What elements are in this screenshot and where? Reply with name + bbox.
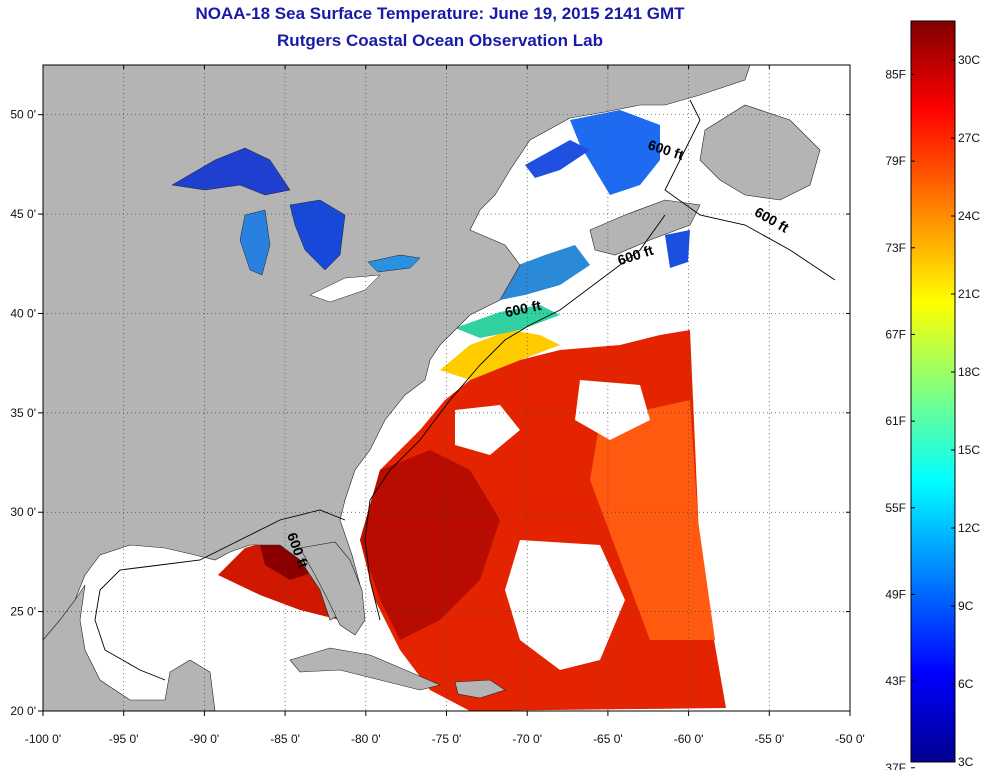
sst-hot-core: [360, 450, 500, 640]
sst-midatlantic: [440, 330, 560, 380]
contour-label-600ft: 600 ft: [503, 297, 542, 320]
lon-tick-label: -90 0': [190, 732, 220, 746]
lon-tick-label: -60 0': [674, 732, 704, 746]
lake-erie: [309, 274, 381, 303]
lat-tick-label: 20 0': [10, 704, 36, 718]
lat-tick-label: 40 0': [10, 306, 36, 320]
lon-tick-label: -100 0': [25, 732, 61, 746]
sst-gulf-of-maine: [500, 245, 590, 300]
lat-tick-label: 35 0': [10, 406, 36, 420]
sst-st-lawrence: [570, 110, 660, 195]
lat-tick-label: 30 0': [10, 505, 36, 519]
lon-tick-label: -85 0': [270, 732, 300, 746]
cloud-gap-1: [505, 540, 625, 670]
cloud-gap-2: [455, 405, 520, 455]
sst-orange-east: [590, 400, 715, 640]
lon-tick-label: -70 0': [512, 732, 542, 746]
land-mexico: [43, 584, 216, 711]
lon-tick-label: -75 0': [432, 732, 462, 746]
land-north-america: [43, 65, 751, 641]
lake-ontario: [367, 254, 421, 273]
land-cuba: [289, 647, 441, 691]
cloud-gap-3: [575, 380, 650, 440]
land-nova-scotia: [589, 199, 701, 256]
lake-superior: [171, 147, 291, 196]
gridlines: [43, 65, 850, 711]
sst-st-lawrence-estuary: [525, 140, 590, 178]
title-line-2: Rutgers Coastal Ocean Observation Lab: [277, 31, 603, 50]
land-hispaniola: [454, 679, 506, 699]
sst-shelf-cool: [455, 305, 560, 338]
sst-scotian: [665, 230, 690, 268]
land-florida: [299, 541, 366, 636]
lat-tick-label: 25 0': [10, 605, 36, 619]
title-line-1: NOAA-18 Sea Surface Temperature: June 19…: [195, 4, 685, 23]
lon-tick-label: -65 0': [593, 732, 623, 746]
latitude-axis: 20 0' 25 0' 30 0' 35 0' 40 0' 45 0' 50 0': [10, 108, 850, 718]
lake-michigan: [239, 209, 271, 276]
lon-tick-label: -80 0': [351, 732, 381, 746]
longitude-axis: -100 0' -95 0' -90 0' -85 0' -80 0' -75 0' -70…: [25, 65, 865, 746]
lon-tick-label: -55 0': [754, 732, 784, 746]
lon-tick-label: -50 0': [835, 732, 865, 746]
lon-tick-label: -95 0': [109, 732, 139, 746]
land-newfoundland: [699, 104, 821, 201]
lat-tick-label: 50 0': [10, 108, 36, 122]
lake-huron: [289, 199, 346, 271]
lat-tick-label: 45 0': [10, 207, 36, 221]
